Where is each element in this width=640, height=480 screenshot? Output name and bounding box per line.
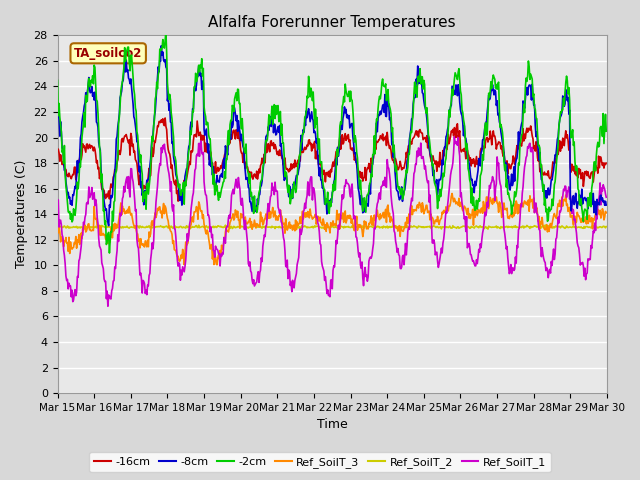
Title: Alfalfa Forerunner Temperatures: Alfalfa Forerunner Temperatures [209, 15, 456, 30]
Legend: -16cm, -8cm, -2cm, Ref_SoilT_3, Ref_SoilT_2, Ref_SoilT_1: -16cm, -8cm, -2cm, Ref_SoilT_3, Ref_Soil… [90, 452, 550, 472]
X-axis label: Time: Time [317, 419, 348, 432]
Y-axis label: Temperatures (C): Temperatures (C) [15, 160, 28, 268]
Text: TA_soilco2: TA_soilco2 [74, 47, 142, 60]
